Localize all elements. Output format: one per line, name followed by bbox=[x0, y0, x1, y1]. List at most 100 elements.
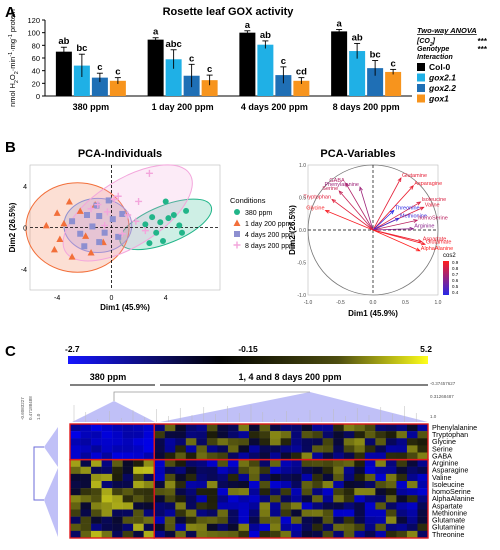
heatmap-cell bbox=[312, 452, 323, 460]
y-tick-label: 0 bbox=[36, 92, 40, 101]
heatmap-cell bbox=[91, 452, 102, 460]
heatmap-cell bbox=[91, 488, 102, 496]
heatmap-cell bbox=[143, 509, 155, 517]
significance-letter: bc bbox=[370, 50, 381, 61]
heatmap-cell bbox=[406, 438, 418, 446]
heatmap-cell bbox=[238, 481, 250, 489]
x-tick-label: -1.0 bbox=[304, 300, 313, 306]
heatmap-cell bbox=[406, 481, 418, 489]
heatmap-cell bbox=[301, 523, 313, 532]
heatmap-cell bbox=[175, 452, 187, 460]
heatmap-cell bbox=[175, 488, 187, 496]
heatmap-cell bbox=[185, 459, 197, 467]
significance-letter: ab bbox=[352, 32, 363, 43]
category-label: 8 days 200 ppm bbox=[333, 102, 400, 112]
heatmap-cell bbox=[375, 481, 387, 489]
heatmap-cell bbox=[406, 495, 418, 503]
bar bbox=[147, 39, 164, 96]
heatmap-cell bbox=[206, 495, 218, 503]
heatmap-cell bbox=[333, 509, 344, 517]
heatmap-cell bbox=[333, 452, 344, 460]
y-axis-label: Dim2 (26.5%) bbox=[288, 205, 297, 255]
heatmap-cell bbox=[280, 466, 292, 475]
heatmap-cell bbox=[70, 495, 81, 503]
heatmap-cell bbox=[101, 445, 113, 453]
arrow-head bbox=[331, 198, 337, 204]
data-point bbox=[81, 243, 88, 250]
y-axis-label-part: ·min bbox=[8, 57, 17, 72]
heatmap-cell bbox=[259, 523, 271, 532]
heatmap-cell bbox=[301, 481, 313, 489]
anova-row-label: Interaction bbox=[417, 54, 453, 61]
heatmap-cell bbox=[164, 502, 176, 510]
heatmap-cell bbox=[164, 452, 176, 460]
heatmap-cell bbox=[354, 523, 366, 532]
heatmap-cell bbox=[333, 516, 344, 524]
heatmap-cell bbox=[343, 438, 355, 446]
heatmap-cell bbox=[143, 495, 155, 503]
heatmap-cell bbox=[375, 488, 387, 496]
data-point bbox=[234, 209, 240, 215]
heatmap-cell bbox=[227, 445, 239, 453]
heatmap-cell bbox=[185, 523, 197, 532]
heatmap-cell bbox=[343, 481, 355, 489]
variable-label: Methionine bbox=[400, 213, 427, 219]
heatmap-cell bbox=[333, 431, 344, 439]
heatmap-cell bbox=[80, 481, 92, 489]
heatmap-cell bbox=[364, 495, 376, 503]
data-point bbox=[68, 253, 76, 260]
heatmap-cell bbox=[217, 481, 229, 489]
row-label: AlphaAlanine bbox=[432, 494, 474, 503]
heatmap-cell bbox=[133, 488, 144, 496]
heatmap-cell bbox=[406, 431, 418, 439]
cos2-tick-label: 0.5 bbox=[452, 284, 459, 289]
significance-letter: ab bbox=[260, 30, 271, 41]
heatmap-cell bbox=[343, 431, 355, 439]
row-label: Arginine bbox=[432, 459, 458, 468]
data-point bbox=[110, 195, 118, 203]
heatmap-cell bbox=[322, 459, 334, 467]
arrow-head bbox=[420, 241, 426, 246]
heatmap-cell bbox=[122, 452, 134, 460]
tree-value-label: 1.0 bbox=[36, 413, 41, 420]
heatmap-cell bbox=[385, 473, 397, 482]
cluster-outline bbox=[153, 458, 429, 539]
heatmap-cell bbox=[196, 459, 208, 467]
heatmap-cell bbox=[196, 452, 208, 460]
heatmap-cell bbox=[101, 424, 113, 432]
heatmap-cell bbox=[175, 530, 187, 539]
legend-swatch bbox=[417, 73, 425, 82]
heatmap-cell bbox=[364, 445, 376, 453]
pca-individuals-plot: -4 0 4 -4 0 4 Dim1 (45.9%) Dim2 (26.5%) Conditio… bbox=[8, 164, 295, 312]
heatmap-cell bbox=[133, 502, 144, 510]
heatmap-cell bbox=[259, 424, 271, 432]
data-point bbox=[157, 219, 164, 226]
heatmap-cell bbox=[164, 438, 176, 446]
panel-c-label: C bbox=[5, 343, 16, 360]
heatmap-cell bbox=[175, 523, 187, 532]
heatmap-cell bbox=[133, 438, 144, 446]
heatmap-cell bbox=[333, 488, 344, 496]
heatmap-cell bbox=[385, 431, 397, 439]
heatmap-cell bbox=[70, 473, 81, 482]
heatmap-cell bbox=[364, 459, 376, 467]
heatmap-cell bbox=[280, 424, 292, 432]
heatmap-cell bbox=[417, 481, 429, 489]
heatmap-cell bbox=[406, 473, 418, 482]
heatmap-cell bbox=[396, 488, 408, 496]
heatmap-cell bbox=[133, 495, 144, 503]
heatmap-cell bbox=[70, 509, 81, 517]
heatmap-cell bbox=[227, 488, 239, 496]
heatmap-cell bbox=[238, 466, 250, 475]
arrow-head bbox=[394, 217, 400, 222]
heatmap-cell bbox=[312, 431, 323, 439]
y-tick-label: -1.0 bbox=[297, 293, 306, 299]
bar bbox=[91, 77, 108, 96]
heatmap-cell bbox=[291, 495, 302, 503]
heatmap-cell bbox=[417, 466, 429, 475]
legend-label: gox2.2 bbox=[428, 83, 456, 93]
arrow-head bbox=[417, 239, 423, 243]
heatmap-cell bbox=[227, 424, 239, 432]
heatmap-cell bbox=[354, 495, 366, 503]
bar bbox=[293, 80, 310, 96]
